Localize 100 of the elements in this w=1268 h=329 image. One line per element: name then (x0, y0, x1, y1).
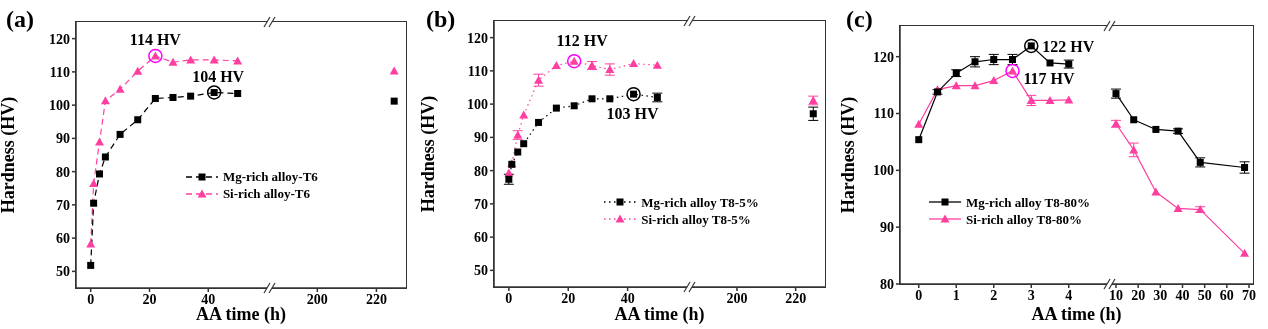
point (151, 94, 159, 102)
point (95, 137, 105, 146)
point (989, 76, 999, 85)
point (116, 130, 124, 138)
y-tick-label: 60 (56, 231, 70, 247)
y-axis-title: Hardness (HV) (418, 95, 440, 213)
x-tick-label: 40 (201, 291, 216, 307)
point (90, 199, 98, 207)
x-tick-label: 0 (505, 290, 513, 306)
annotation: 114 HV (129, 30, 182, 48)
y-tick-label: 110 (467, 63, 488, 79)
x-tick-label: 60 (1219, 287, 1234, 303)
point (233, 56, 243, 65)
point (89, 179, 99, 188)
y-tick-label: 90 (880, 220, 894, 236)
point (520, 140, 528, 148)
x-tick-label: 220 (365, 291, 387, 307)
y-tick-label: 80 (56, 164, 70, 180)
point (606, 95, 614, 103)
legend-label: Si-rich alloy T8-80% (966, 210, 1083, 228)
point (519, 110, 529, 119)
x-tick-label: 20 (142, 291, 157, 307)
annotation: 103 HV (606, 104, 660, 122)
annotation: 122 HV (1042, 37, 1095, 55)
y-tick-label: 50 (474, 263, 488, 279)
point (87, 261, 95, 269)
point (169, 93, 177, 101)
legend-label: Mg-rich alloy T8-80% (966, 193, 1090, 211)
point (1173, 203, 1183, 212)
point (168, 57, 178, 66)
point (1130, 116, 1138, 124)
y-tick-label: 90 (56, 131, 70, 147)
point (951, 81, 961, 90)
point (551, 61, 561, 70)
x-tick-label: 220 (785, 290, 807, 306)
x-tick-label: 1 (952, 287, 960, 303)
y-tick-label: 100 (873, 163, 894, 179)
y-tick-label: 60 (474, 230, 488, 246)
x-tick-label: 20 (1131, 287, 1146, 303)
x-axis-title: AA time (h) (1030, 303, 1123, 325)
point (100, 96, 110, 105)
y-tick-label: 120 (467, 30, 488, 46)
x-tick-label: 0 (87, 291, 95, 307)
x-tick-label: 20 (561, 290, 576, 306)
point (514, 148, 522, 156)
legend-label: Si-rich alloy T8-5% (641, 210, 751, 228)
x-tick-label: 50 (1197, 287, 1212, 303)
x-tick-label: 200 (306, 291, 328, 307)
point (86, 239, 96, 248)
y-tick-label: 90 (474, 130, 488, 146)
legend-label: Mg-rich alloy T8-5% (641, 193, 759, 211)
point (588, 95, 596, 103)
point (570, 102, 578, 110)
x-tick-label: 200 (726, 290, 748, 306)
y-tick-label: 110 (49, 64, 70, 80)
annotation: 112 HV (556, 31, 609, 49)
y-tick-label: 120 (873, 49, 894, 65)
point (535, 118, 543, 126)
point (652, 60, 662, 69)
y-tick-label: 80 (474, 163, 488, 179)
text: (c) (846, 6, 873, 33)
point (101, 153, 109, 161)
y-tick-label: 120 (49, 31, 70, 47)
legend-label: Si-rich alloy-T6 (222, 185, 310, 203)
x-axis-title: AA time (h) (614, 304, 705, 324)
y-tick-label: 100 (49, 98, 70, 114)
x-tick-label: 40 (1175, 287, 1190, 303)
point (915, 136, 923, 144)
x-tick-label: 4 (1065, 287, 1073, 303)
point (134, 116, 142, 124)
point (187, 92, 195, 100)
x-tick-label: 0 (915, 287, 923, 303)
x-tick-label: 70 (1242, 287, 1257, 303)
legend-label: Mg-rich alloy-T6 (222, 168, 318, 186)
y-tick-label: 100 (467, 97, 488, 113)
point (96, 170, 104, 178)
point (629, 59, 639, 68)
point (133, 66, 143, 75)
point (1152, 125, 1160, 133)
point (914, 119, 924, 128)
x-tick-label: 30 (1153, 287, 1168, 303)
x-tick-label: 40 (620, 290, 635, 306)
y-tick-label: 70 (474, 196, 488, 212)
point (1046, 59, 1054, 67)
y-tick-label: 80 (880, 276, 894, 292)
text: (b) (426, 6, 456, 33)
annotation: 117 HV (1023, 69, 1076, 87)
point (1045, 95, 1055, 104)
point (1240, 248, 1250, 257)
point (970, 81, 980, 90)
y-axis-title: Hardness (HV) (838, 96, 860, 214)
y-tick-label: 50 (56, 264, 70, 280)
x-tick-label: 2 (990, 287, 998, 303)
point (552, 104, 560, 112)
y-axis-title: Hardness (HV) (0, 96, 20, 214)
text: (a) (6, 6, 34, 33)
point (1064, 95, 1074, 104)
y-tick-label: 110 (873, 106, 894, 122)
y-tick-label: 70 (56, 197, 70, 213)
annotation: 104 HV (192, 68, 245, 86)
